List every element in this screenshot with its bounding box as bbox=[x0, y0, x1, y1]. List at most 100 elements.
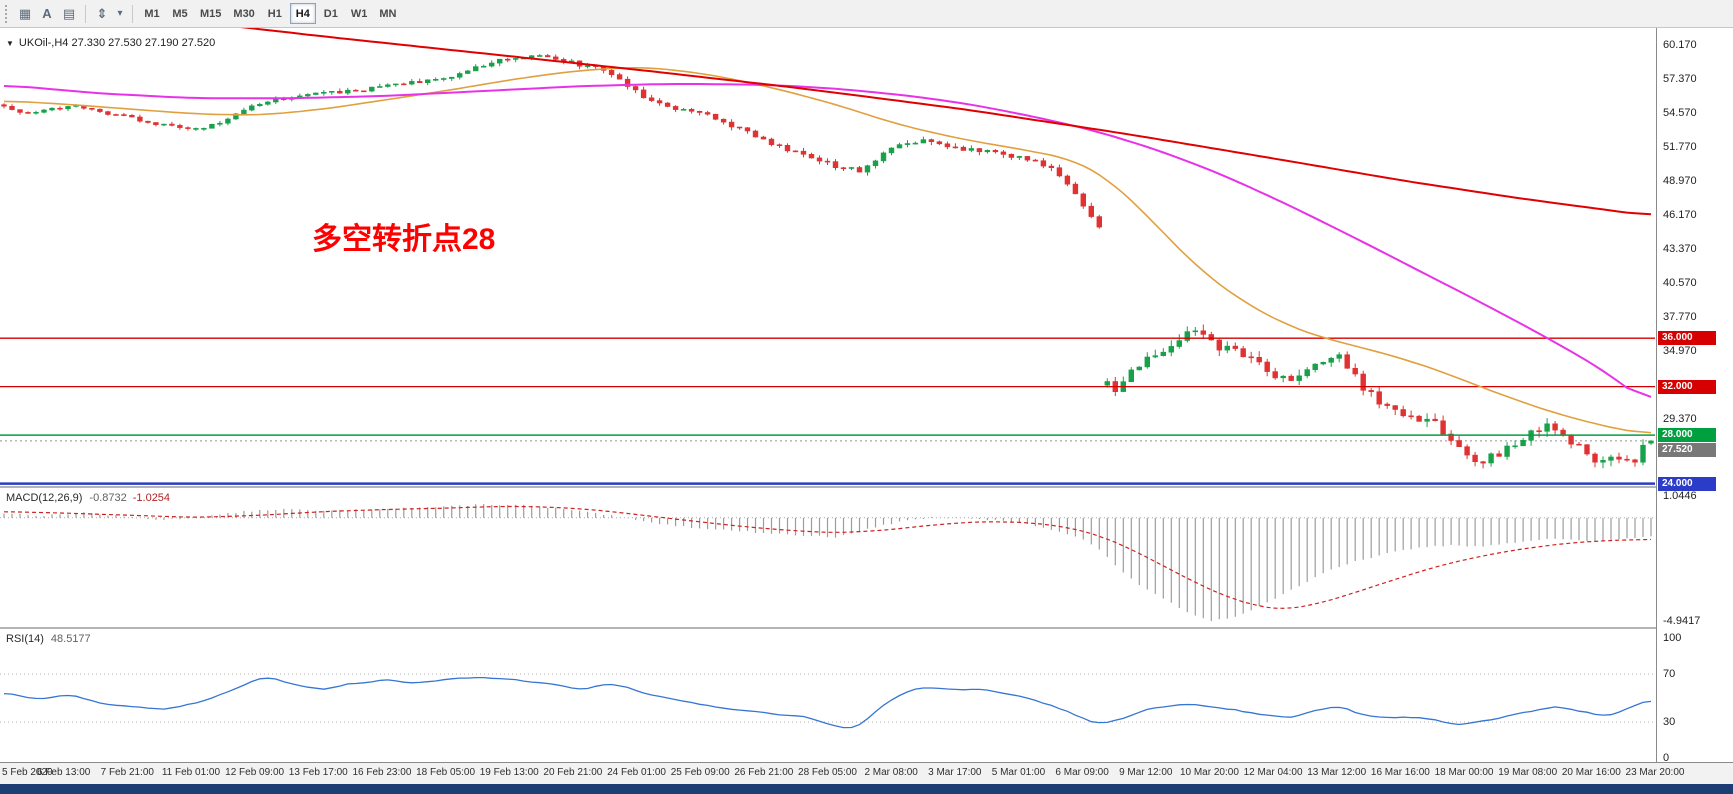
time-label: 12 Feb 09:00 bbox=[225, 767, 285, 778]
time-label: 23 Mar 20:00 bbox=[1625, 767, 1685, 778]
time-axis[interactable]: 5 Feb 2020 6 Feb 13:00 7 Feb 21:00 11 Feb 0… bbox=[0, 762, 1733, 784]
timeframe-d1[interactable]: D1 bbox=[318, 3, 344, 24]
chart-ohlc-header: ▼ UKOil-,H4 27.330 27.530 27.190 27.520 bbox=[6, 37, 215, 49]
time-label: 12 Mar 04:00 bbox=[1243, 767, 1303, 778]
price-tick: 34.970 bbox=[1663, 344, 1697, 357]
ma-slow-red bbox=[240, 28, 1652, 216]
time-label: 3 Mar 17:00 bbox=[928, 767, 982, 778]
price-tick: 54.570 bbox=[1663, 107, 1697, 120]
collapse-arrow-icon[interactable]: ▼ bbox=[6, 38, 14, 48]
ma-medium-magenta bbox=[3, 83, 1652, 398]
chart-annotation[interactable]: 多空转折点28 bbox=[312, 223, 496, 256]
timeframe-m30[interactable]: M30 bbox=[228, 3, 259, 24]
price-level-tag: 32.000 bbox=[1658, 379, 1716, 394]
time-label: 5 Feb 2020 bbox=[2, 767, 53, 778]
rsi-plot[interactable] bbox=[0, 629, 1656, 762]
rsi-scale-label: 70 bbox=[1663, 668, 1676, 680]
macd-name: MACD(12,26,9) bbox=[6, 492, 83, 504]
time-label: 25 Feb 09:00 bbox=[670, 767, 730, 778]
rsi-label: RSI(14) 48.5177 bbox=[6, 633, 91, 645]
price-level-tag: 28.000 bbox=[1658, 428, 1716, 443]
price-tick: 48.970 bbox=[1663, 175, 1697, 188]
time-label: 20 Mar 16:00 bbox=[1561, 767, 1621, 778]
objects-list-icon[interactable]: ▤ bbox=[62, 5, 76, 21]
symbol-ohlc-text: UKOil-,H4 27.330 27.530 27.190 27.520 bbox=[18, 37, 216, 49]
time-label: 2 Mar 08:00 bbox=[864, 767, 918, 778]
bottom-status-strip bbox=[0, 784, 1733, 794]
timeframe-m15[interactable]: M15 bbox=[195, 3, 226, 24]
macd-main-value: -0.8732 bbox=[89, 492, 127, 504]
main-toolbar: ▦ A ▤ ⇕ ▾ M1 M5 M15 M30 H1 H4 D1 W1 MN bbox=[0, 0, 1733, 28]
time-label: 26 Feb 21:00 bbox=[734, 767, 794, 778]
price-level-tag: 36.000 bbox=[1658, 331, 1716, 346]
timeframe-h4[interactable]: H4 bbox=[289, 3, 316, 24]
macd-scale-min: -4.9417 bbox=[1663, 615, 1701, 627]
rsi-value: 48.5177 bbox=[50, 633, 91, 645]
price-tick: 43.370 bbox=[1663, 242, 1697, 255]
candlestick-chart[interactable] bbox=[0, 28, 1656, 486]
toolbar-separator bbox=[85, 4, 86, 23]
macd-signal-value: -1.0254 bbox=[132, 492, 171, 504]
rsi-line bbox=[3, 676, 1652, 729]
rsi-scale-label: 0 bbox=[1663, 752, 1670, 764]
time-label: 28 Feb 05:00 bbox=[798, 767, 857, 778]
rsi-scale-label: 100 bbox=[1663, 632, 1682, 644]
time-label: 9 Mar 12:00 bbox=[1119, 767, 1173, 778]
time-label: 18 Feb 05:00 bbox=[416, 767, 476, 778]
scale-icon[interactable]: ⇕ bbox=[96, 5, 108, 21]
timeframe-m5[interactable]: M5 bbox=[167, 3, 193, 24]
toolbar-gripper[interactable] bbox=[5, 4, 9, 23]
price-tick: 46.170 bbox=[1663, 208, 1697, 221]
ma-fast-orange bbox=[3, 66, 1652, 434]
time-label: 20 Feb 21:00 bbox=[543, 767, 603, 778]
time-label: 7 Feb 21:00 bbox=[100, 767, 154, 778]
timeframe-m1[interactable]: M1 bbox=[139, 3, 165, 24]
time-label: 16 Feb 23:00 bbox=[352, 767, 412, 778]
time-label: 6 Mar 09:00 bbox=[1055, 767, 1109, 778]
price-tick: 40.570 bbox=[1663, 276, 1697, 289]
time-label: 11 Feb 01:00 bbox=[161, 767, 221, 778]
candles bbox=[1, 54, 1654, 469]
moving-average-lines bbox=[3, 28, 1652, 434]
rsi-name: RSI(14) bbox=[6, 633, 44, 645]
timeframe-h1[interactable]: H1 bbox=[262, 3, 288, 24]
time-label: 19 Feb 13:00 bbox=[479, 767, 539, 778]
macd-scale-max: 1.0446 bbox=[1663, 490, 1697, 502]
time-label: 18 Mar 00:00 bbox=[1434, 767, 1494, 778]
time-label: 6 Feb 13:00 bbox=[36, 767, 91, 778]
price-tick: 29.370 bbox=[1663, 412, 1697, 425]
price-axis[interactable]: 60.170 57.370 54.570 51.770 48.970 46.170 43.3… bbox=[1656, 28, 1733, 764]
time-label: 10 Mar 20:00 bbox=[1179, 767, 1239, 778]
panel-splitter[interactable] bbox=[0, 486, 1733, 488]
price-level-tag: 24.000 bbox=[1658, 476, 1716, 491]
price-tick: 37.770 bbox=[1663, 310, 1697, 323]
timeframe-mn[interactable]: MN bbox=[374, 3, 401, 24]
price-tick: 57.370 bbox=[1663, 73, 1697, 86]
dropdown-chevron-icon[interactable]: ▾ bbox=[117, 8, 123, 19]
text-tool-icon[interactable]: A bbox=[42, 6, 52, 21]
macd-signal-line bbox=[3, 505, 1652, 609]
rsi-panel[interactable]: RSI(14) 48.5177 bbox=[0, 629, 1733, 762]
rsi-scale-label: 30 bbox=[1663, 716, 1676, 728]
time-label: 13 Mar 12:00 bbox=[1307, 767, 1367, 778]
macd-panel[interactable]: MACD(12,26,9) -0.8732 -1.0254 bbox=[0, 488, 1733, 627]
macd-label: MACD(12,26,9) -0.8732 -1.0254 bbox=[6, 492, 170, 504]
horizontal-level-lines bbox=[0, 337, 1655, 485]
price-tick: 51.770 bbox=[1663, 141, 1697, 154]
time-label: 24 Feb 01:00 bbox=[607, 767, 666, 778]
panel-splitter[interactable] bbox=[0, 627, 1733, 629]
main-chart-panel[interactable]: ▼ UKOil-,H4 27.330 27.530 27.190 27.520 … bbox=[0, 28, 1733, 486]
timeframe-w1[interactable]: W1 bbox=[346, 3, 373, 24]
current-price-tag: 27.520 bbox=[1658, 442, 1716, 457]
time-label: 13 Feb 17:00 bbox=[288, 767, 348, 778]
grid-icon[interactable]: ▦ bbox=[18, 5, 32, 21]
macd-histogram bbox=[3, 504, 1652, 621]
time-label: 5 Mar 01:00 bbox=[991, 767, 1046, 778]
timeframe-buttons: M1 M5 M15 M30 H1 H4 D1 W1 MN bbox=[138, 3, 402, 24]
macd-plot[interactable] bbox=[0, 488, 1656, 627]
time-label: 19 Mar 08:00 bbox=[1498, 767, 1558, 778]
time-label: 16 Mar 16:00 bbox=[1370, 767, 1430, 778]
toolbar-separator bbox=[132, 4, 133, 23]
price-tick: 60.170 bbox=[1663, 39, 1697, 52]
